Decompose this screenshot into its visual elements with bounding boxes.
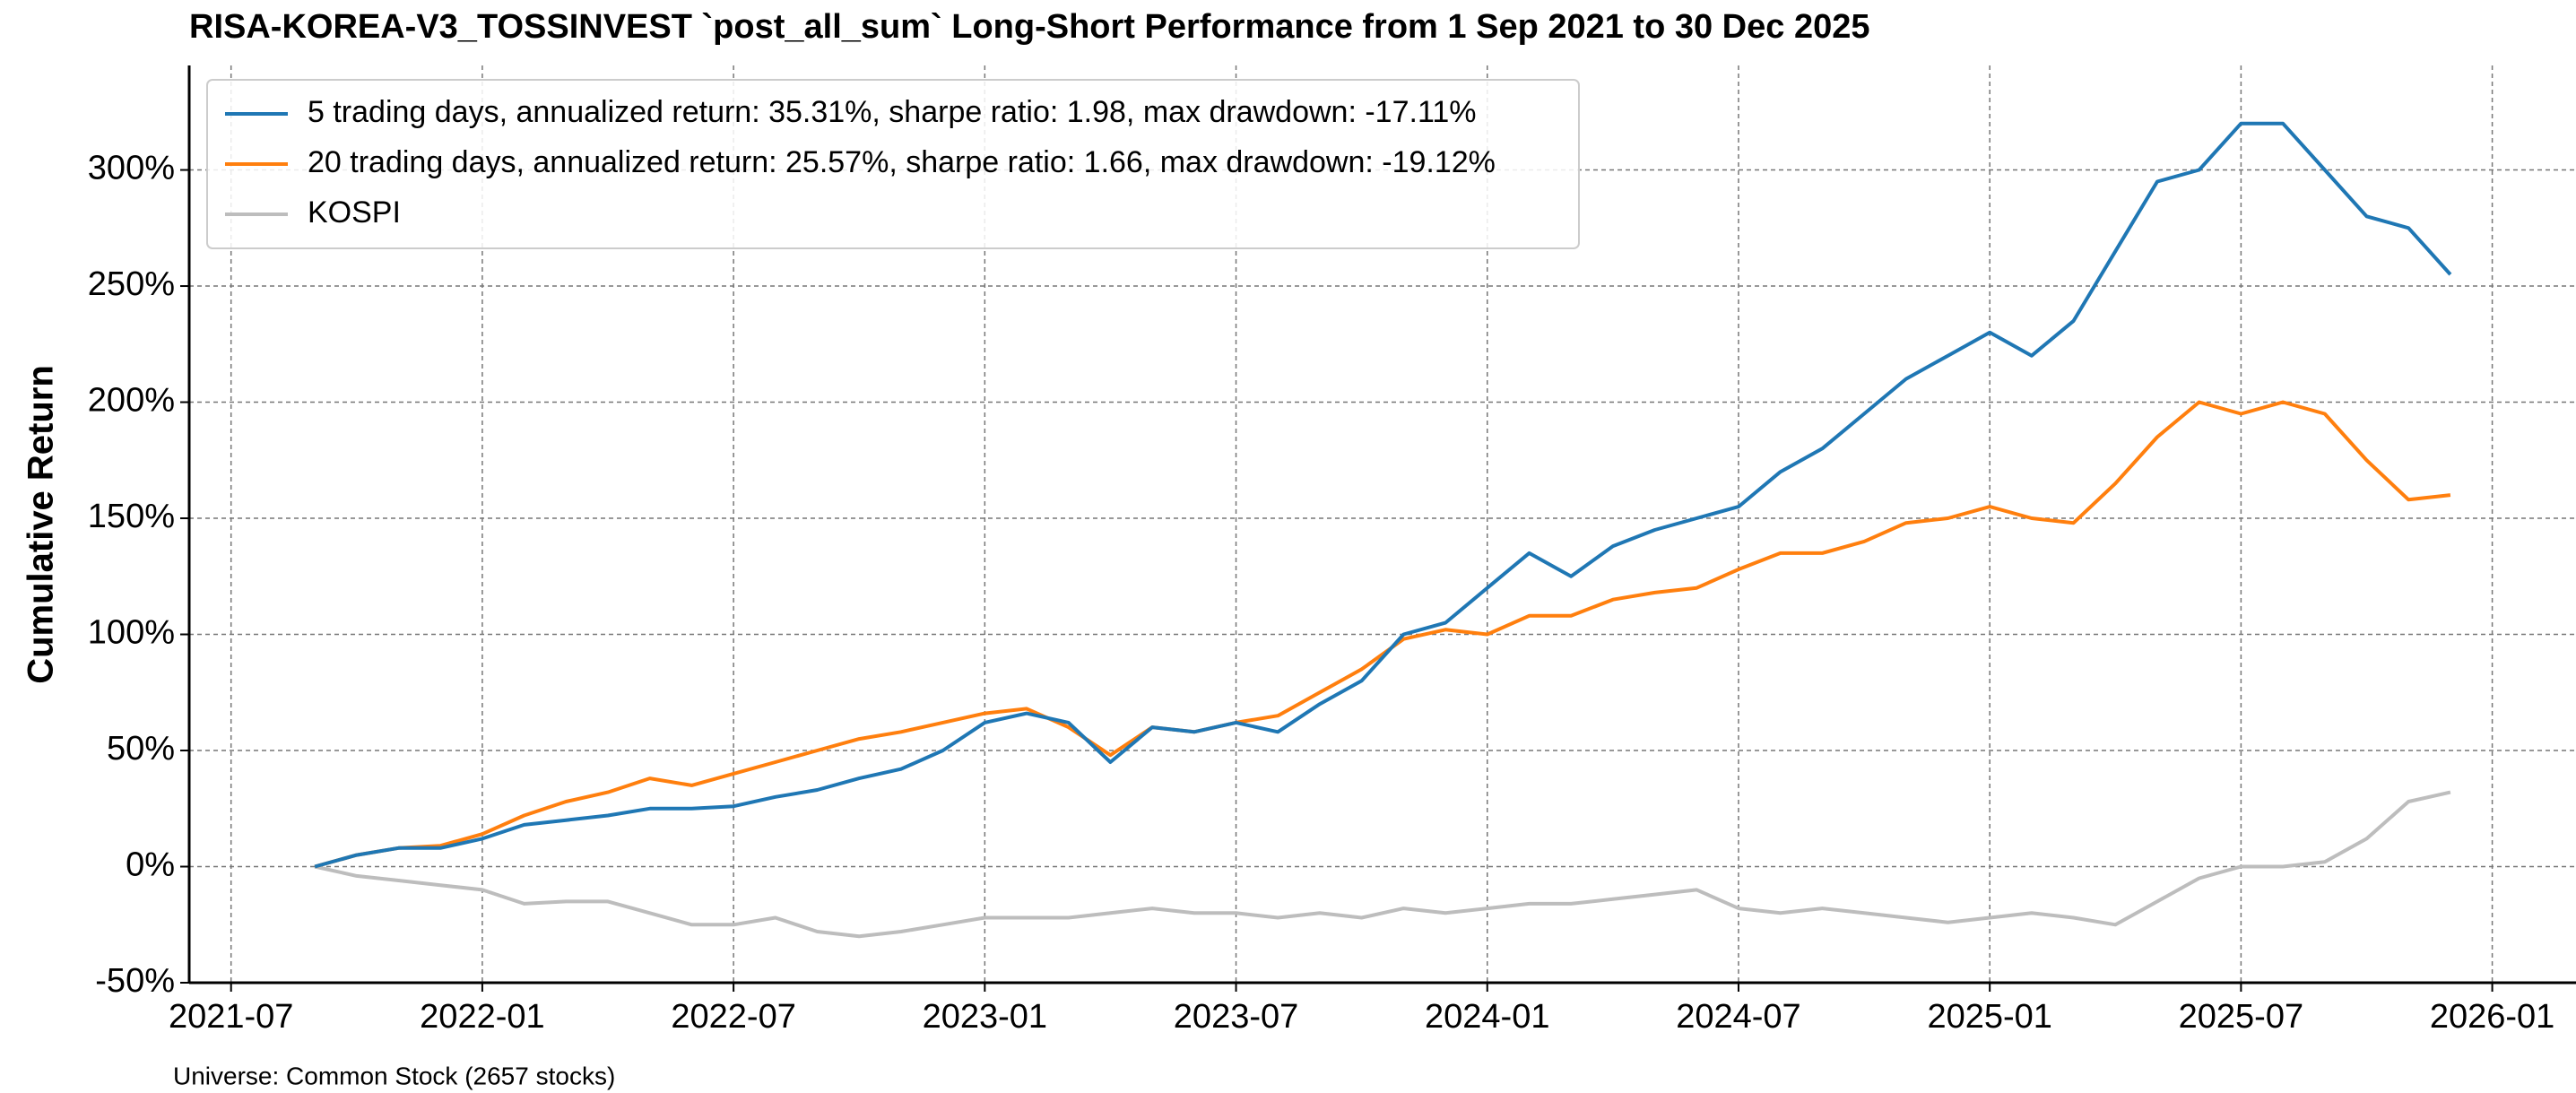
x-tick-label: 2026-01 [2430, 998, 2554, 1036]
y-tick-label: 150% [88, 498, 175, 535]
y-tick-label: -50% [95, 962, 175, 1000]
x-tick-label: 2022-07 [671, 998, 795, 1036]
legend-label: 5 trading days, annualized return: 35.31… [308, 95, 1476, 129]
chart-title: RISA-KOREA-V3_TOSSINVEST `post_all_sum` … [189, 8, 1870, 46]
x-tick-label: 2025-07 [2179, 998, 2303, 1036]
series-line [314, 121, 2452, 869]
x-tick-label: 2025-01 [1927, 998, 2051, 1036]
y-tick-label: 0% [126, 846, 175, 884]
x-tick-label: 2022-01 [420, 998, 544, 1036]
y-tick-label: 200% [88, 382, 175, 420]
legend-box [206, 79, 1580, 249]
x-tick-label: 2024-07 [1676, 998, 1800, 1036]
y-tick-label: 300% [88, 150, 175, 187]
x-tick-label: 2023-07 [1174, 998, 1298, 1036]
y-tick-label: 250% [88, 265, 175, 303]
x-tick-label: 2024-01 [1425, 998, 1549, 1036]
series-line [314, 400, 2451, 869]
x-tick-label: 2023-01 [923, 998, 1047, 1036]
x-tick-label: 2021-07 [169, 998, 293, 1036]
series-line [314, 790, 2451, 939]
y-axis-label: Cumulative Return [22, 365, 61, 684]
legend-label: KOSPI [308, 195, 401, 230]
legend-label: 20 trading days, annualized return: 25.5… [308, 145, 1496, 179]
y-tick-label: 50% [107, 730, 175, 768]
y-tick-label: 100% [88, 614, 175, 652]
footnote: Universe: Common Stock (2657 stocks) [173, 1062, 615, 1089]
